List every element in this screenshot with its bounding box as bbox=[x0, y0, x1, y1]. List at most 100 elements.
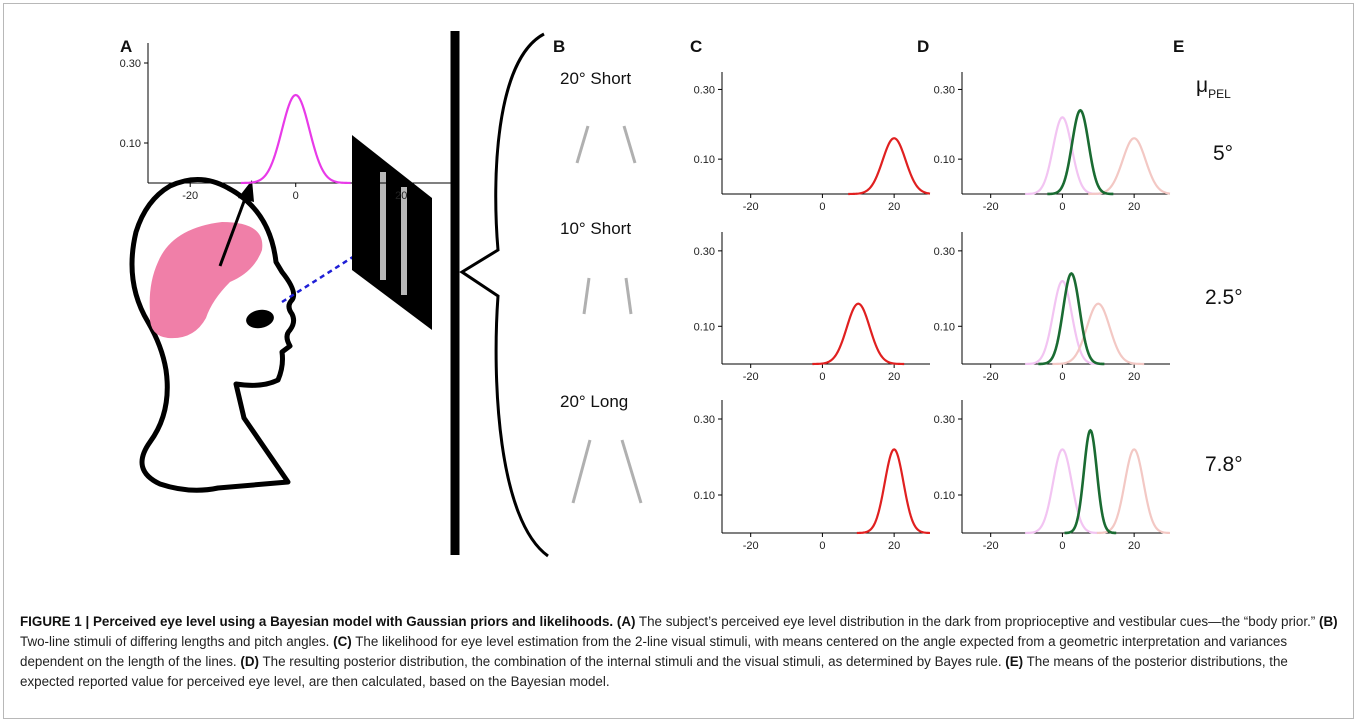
caption-segment: The likelihood for eye level estimation … bbox=[20, 634, 1288, 669]
panel-letter-b: B bbox=[553, 37, 565, 56]
stimulus-line bbox=[571, 439, 592, 504]
eye-shape bbox=[246, 309, 274, 329]
y-tick-label: 0.30 bbox=[694, 84, 715, 96]
brain-shape bbox=[149, 222, 263, 339]
stimulus-line bbox=[622, 125, 637, 164]
x-tick-label: 0 bbox=[1059, 201, 1065, 213]
x-tick-label: 20 bbox=[888, 371, 900, 383]
y-tick-label: 0.30 bbox=[694, 246, 715, 258]
y-tick-label: 0.30 bbox=[934, 84, 955, 96]
likelihood-curve bbox=[1052, 302, 1145, 366]
mean-value-20-short: 5° bbox=[1213, 142, 1233, 165]
caption-bold-segment: (A) bbox=[616, 614, 636, 629]
panel-letter-a: A bbox=[120, 37, 132, 56]
screen-panel bbox=[352, 135, 432, 330]
stimulus-line bbox=[582, 277, 591, 315]
y-tick-label: 0.30 bbox=[934, 246, 955, 258]
x-tick-label: 0 bbox=[819, 540, 825, 552]
density-plot-c-1: 0.30 0.10 -20 0 20 bbox=[694, 72, 931, 213]
x-tick-label: 0 bbox=[1059, 371, 1065, 383]
caption-bold-segment: (B) bbox=[1318, 614, 1338, 629]
x-tick-label: 20 bbox=[395, 190, 407, 202]
caption-bold-segment: (C) bbox=[333, 634, 352, 649]
x-tick-label: -20 bbox=[983, 540, 999, 552]
caption-segment: Two-line stimuli of differing lengths an… bbox=[20, 634, 334, 649]
x-tick-label: 20 bbox=[1128, 201, 1140, 213]
mu-symbol: μ bbox=[1196, 74, 1208, 97]
x-tick-label: 20 bbox=[888, 540, 900, 552]
density-plot-d-5: 0.30 0.10 -20 0 20 bbox=[934, 232, 1170, 383]
likelihood-curve bbox=[848, 137, 931, 196]
prior-curve bbox=[1025, 448, 1100, 535]
mean-value-20-long: 7.8° bbox=[1205, 453, 1243, 476]
x-tick-label: 0 bbox=[293, 190, 299, 202]
x-tick-label: 20 bbox=[1128, 540, 1140, 552]
head-illustration bbox=[129, 177, 387, 493]
stimulus-line bbox=[575, 125, 590, 164]
caption-bold-segment: (E) bbox=[1005, 654, 1024, 669]
y-tick-label: 0.10 bbox=[694, 321, 715, 333]
caption-segment: The subject’s perceived eye level distri… bbox=[635, 614, 1319, 629]
figure-frame bbox=[3, 3, 1354, 719]
stimulus-lines-10-short bbox=[582, 277, 633, 315]
x-tick-label: -20 bbox=[983, 371, 999, 383]
y-tick-label: 0.30 bbox=[120, 58, 141, 70]
posterior-curve bbox=[1047, 108, 1114, 196]
density-plot-d-6: 0.30 0.10 -20 0 20 bbox=[934, 400, 1171, 552]
prior-curve bbox=[240, 93, 351, 185]
posterior-curve bbox=[1038, 272, 1105, 366]
figure-caption: FIGURE 1 | Perceived eye level using a B… bbox=[20, 612, 1340, 692]
y-tick-label: 0.10 bbox=[934, 321, 955, 333]
plot-group: 0.300.10-20 0 200.300.10-20 0 200.300.10-20 0… bbox=[120, 43, 1171, 552]
likelihood-curve bbox=[1088, 137, 1171, 196]
stimulus-line bbox=[620, 439, 643, 504]
density-plot-c-3: 0.30 0.10 -20 0 20 bbox=[694, 400, 931, 552]
panel-letter-e: E bbox=[1173, 37, 1184, 56]
x-tick-label: -20 bbox=[743, 540, 759, 552]
density-plot-a: 0.30 0.10 -20 0 20 bbox=[120, 43, 454, 202]
panel-letter-c: C bbox=[690, 37, 702, 56]
panel-letter-d: D bbox=[917, 37, 929, 56]
stimulus-lines-20-long bbox=[571, 439, 643, 504]
caption-segment: The means of the posterior distributions… bbox=[20, 654, 1288, 689]
x-tick-label: -20 bbox=[182, 190, 198, 202]
arrow-shaft bbox=[218, 195, 248, 267]
pel-subscript: PEL bbox=[1208, 87, 1231, 101]
y-tick-label: 0.10 bbox=[120, 138, 141, 150]
y-tick-label: 0.10 bbox=[694, 490, 715, 502]
x-tick-label: 0 bbox=[819, 201, 825, 213]
x-tick-label: 0 bbox=[1059, 540, 1065, 552]
caption-segment: The resulting posterior distribution, th… bbox=[258, 654, 1006, 669]
density-plot-d-4: 0.30 0.10 -20 0 20 bbox=[934, 72, 1171, 213]
stimulus-lines-20-short bbox=[575, 125, 637, 164]
figure-illustration: A B C D E 20° Short 10° Short 20° Long μ… bbox=[120, 31, 1243, 558]
brace-shape bbox=[459, 32, 549, 558]
y-tick-label: 0.10 bbox=[934, 490, 955, 502]
caption-bold-segment: FIGURE 1 | Perceived eye level using a B… bbox=[20, 614, 617, 629]
y-tick-label: 0.10 bbox=[934, 154, 955, 166]
stimulus-label-20-short: 20° Short bbox=[560, 69, 631, 88]
x-tick-label: -20 bbox=[743, 201, 759, 213]
x-tick-label: 20 bbox=[1128, 371, 1140, 383]
arrow-head-icon bbox=[238, 180, 254, 202]
stimulus-label-10-short: 10° Short bbox=[560, 219, 631, 238]
x-tick-label: -20 bbox=[983, 201, 999, 213]
stimulus-line bbox=[624, 277, 633, 315]
y-tick-label: 0.10 bbox=[694, 154, 715, 166]
x-tick-label: -20 bbox=[743, 371, 759, 383]
stimulus-screen bbox=[352, 135, 432, 330]
mean-value-10-short: 2.5° bbox=[1205, 286, 1243, 309]
mu-pel-header: μPEL bbox=[1196, 74, 1231, 101]
stimulus-label-20-long: 20° Long bbox=[560, 392, 628, 411]
posterior-curve bbox=[1064, 428, 1117, 535]
prior-curve bbox=[1025, 279, 1100, 366]
head-outline bbox=[129, 177, 297, 493]
y-tick-label: 0.30 bbox=[934, 414, 955, 426]
prior-curve bbox=[1025, 116, 1100, 196]
x-tick-label: 0 bbox=[819, 371, 825, 383]
likelihood-curve bbox=[1096, 448, 1171, 535]
caption-bold-segment: (D) bbox=[240, 654, 259, 669]
x-tick-label: 20 bbox=[888, 201, 900, 213]
likelihood-curve bbox=[856, 448, 931, 535]
density-plot-c-2: 0.30 0.10 -20 0 20 bbox=[694, 232, 930, 383]
